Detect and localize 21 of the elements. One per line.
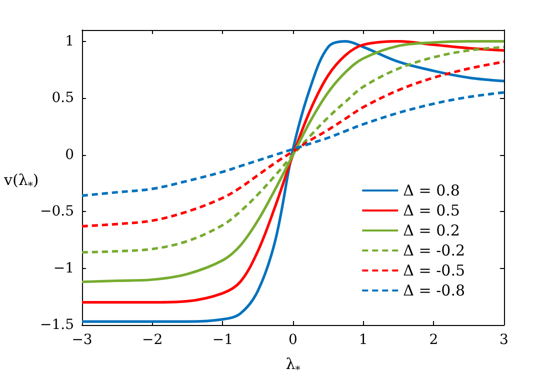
y-tick-label: −0.5	[40, 204, 74, 220]
legend-label: Δ = -0.2	[403, 242, 466, 260]
legend-label: Δ = -0.8	[403, 282, 466, 300]
legend-label: Δ = 0.8	[403, 182, 460, 200]
y-tick-label: −1.5	[40, 317, 74, 333]
x-tick-label: −3	[72, 332, 92, 348]
legend-label: Δ = 0.2	[403, 222, 460, 240]
y-tick-label: 1	[65, 33, 74, 50]
x-tick-label: 0	[288, 332, 298, 348]
x-tick-label: 2	[429, 332, 438, 348]
legend-label: Δ = -0.5	[403, 262, 466, 280]
y-tick-label: 0	[65, 146, 74, 163]
x-tick-label: 1	[358, 332, 368, 348]
y-tick-label: −1	[53, 260, 74, 276]
x-tick-label: 3	[500, 332, 508, 348]
legend-label: Δ = 0.5	[403, 202, 460, 220]
y-axis-title: v(λ$_{*}$)	[4, 171, 39, 192]
x-tick-label: −2	[142, 332, 163, 348]
x-axis-title: λ$_{*}$	[284, 355, 302, 376]
x-tick-label: −1	[212, 332, 233, 348]
y-tick-label: 0.5	[52, 90, 74, 106]
